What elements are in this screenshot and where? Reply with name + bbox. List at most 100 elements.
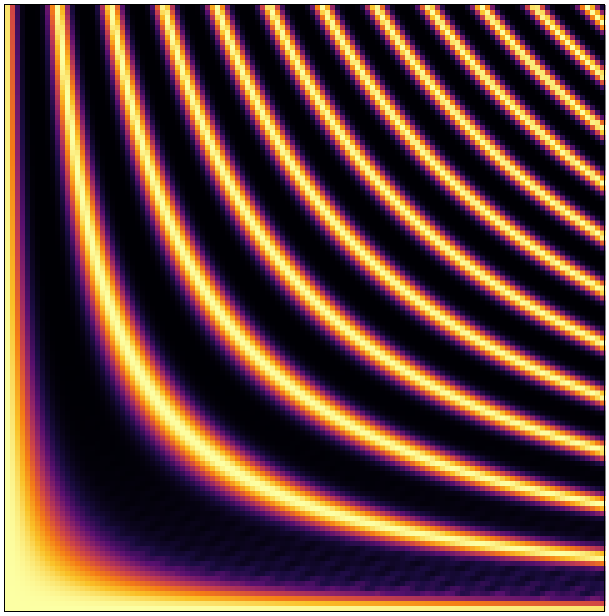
pattern-cell <box>510 20 516 26</box>
pattern-cell <box>30 90 36 96</box>
pattern-cell <box>495 140 501 146</box>
pattern-cell <box>355 150 361 156</box>
pattern-cell <box>395 60 401 66</box>
pattern-cell <box>510 40 516 46</box>
pattern-cell <box>175 65 181 71</box>
pattern-cell <box>65 40 71 46</box>
pattern-cell <box>355 165 361 171</box>
pattern-cell <box>485 170 491 176</box>
pattern-cell <box>350 75 356 81</box>
pattern-cell <box>440 15 446 21</box>
pattern-cell <box>115 65 121 71</box>
pattern-cell <box>425 100 431 106</box>
pattern-cell <box>40 195 46 201</box>
pattern-cell <box>15 190 21 196</box>
pattern-cell <box>420 40 426 46</box>
pattern-cell <box>120 195 126 201</box>
pattern-cell <box>40 120 46 126</box>
pattern-cell <box>280 210 286 216</box>
pattern-cell <box>310 60 316 66</box>
pattern-cell <box>550 65 556 71</box>
pattern-cell <box>415 115 421 121</box>
pattern-cell <box>195 45 201 51</box>
pattern-cell <box>575 10 581 16</box>
pattern-cell <box>500 145 506 151</box>
pattern-cell <box>35 20 41 26</box>
pattern-cell <box>275 10 281 16</box>
pattern-cell <box>40 25 46 31</box>
pattern-cell <box>150 160 156 166</box>
pattern-cell <box>435 70 441 76</box>
pattern-cell <box>260 185 266 191</box>
pattern-cell <box>295 190 301 196</box>
pattern-cell <box>150 10 156 16</box>
pattern-cell <box>135 40 141 46</box>
pattern-cell <box>495 165 501 171</box>
pattern-cell <box>120 25 126 31</box>
pattern-cell <box>255 190 261 196</box>
pattern-cell <box>175 10 181 16</box>
pattern-cell <box>345 40 351 46</box>
pattern-cell <box>120 115 126 121</box>
pattern-cell <box>300 55 306 61</box>
pattern-cell <box>5 70 11 76</box>
pattern-cell <box>20 130 26 136</box>
pattern-cell <box>150 145 156 151</box>
pattern-cell <box>135 45 141 51</box>
pattern-cell <box>590 155 596 161</box>
pattern-cell <box>185 55 191 61</box>
pattern-cell <box>20 80 26 86</box>
pattern-cell <box>510 160 516 166</box>
pattern-cell <box>10 190 16 196</box>
pattern-cell <box>10 105 16 111</box>
pattern-cell <box>200 15 206 21</box>
pattern-cell <box>560 70 566 76</box>
pattern-cell <box>215 70 221 76</box>
pattern-cell <box>190 70 196 76</box>
pattern-cell <box>520 5 526 11</box>
pattern-cell <box>470 65 476 71</box>
pattern-cell <box>340 155 346 161</box>
pattern-cell <box>55 165 61 171</box>
pattern-cell <box>415 55 421 61</box>
pattern-cell <box>15 155 21 161</box>
pattern-cell <box>180 155 186 161</box>
pattern-cell <box>185 75 191 81</box>
pattern-cell <box>490 70 496 76</box>
pattern-cell <box>245 115 251 121</box>
pattern-cell <box>95 135 101 141</box>
pattern-cell <box>580 30 586 36</box>
pattern-cell <box>375 50 381 56</box>
pattern-cell <box>520 145 526 151</box>
pattern-cell <box>460 175 466 181</box>
pattern-cell <box>5 85 11 91</box>
pattern-cell <box>395 155 401 161</box>
pattern-cell <box>595 185 601 191</box>
pattern-cell <box>320 5 326 11</box>
pattern-cell <box>235 140 241 146</box>
pattern-cell <box>85 30 91 36</box>
pattern-cell <box>490 135 496 141</box>
pattern-cell <box>520 45 526 51</box>
pattern-cell <box>185 30 191 36</box>
pattern-cell <box>305 55 311 61</box>
pattern-cell <box>150 95 156 101</box>
pattern-cell <box>175 115 181 121</box>
pattern-cell <box>255 80 261 86</box>
pattern-cell <box>265 170 271 176</box>
pattern-cell <box>220 25 226 31</box>
pattern-cell <box>65 150 71 156</box>
pattern-cell <box>345 165 351 171</box>
pattern-cell <box>415 95 421 101</box>
pattern-cell <box>50 35 56 41</box>
pattern-cell <box>520 180 526 186</box>
pattern-cell <box>255 135 261 141</box>
pattern-cell <box>590 75 596 81</box>
pattern-cell <box>495 150 501 156</box>
pattern-cell <box>70 125 76 131</box>
pattern-cell <box>110 75 116 81</box>
pattern-cell <box>565 70 571 76</box>
pattern-cell <box>195 90 201 96</box>
pattern-cell <box>315 90 321 96</box>
pattern-cell <box>15 145 21 151</box>
